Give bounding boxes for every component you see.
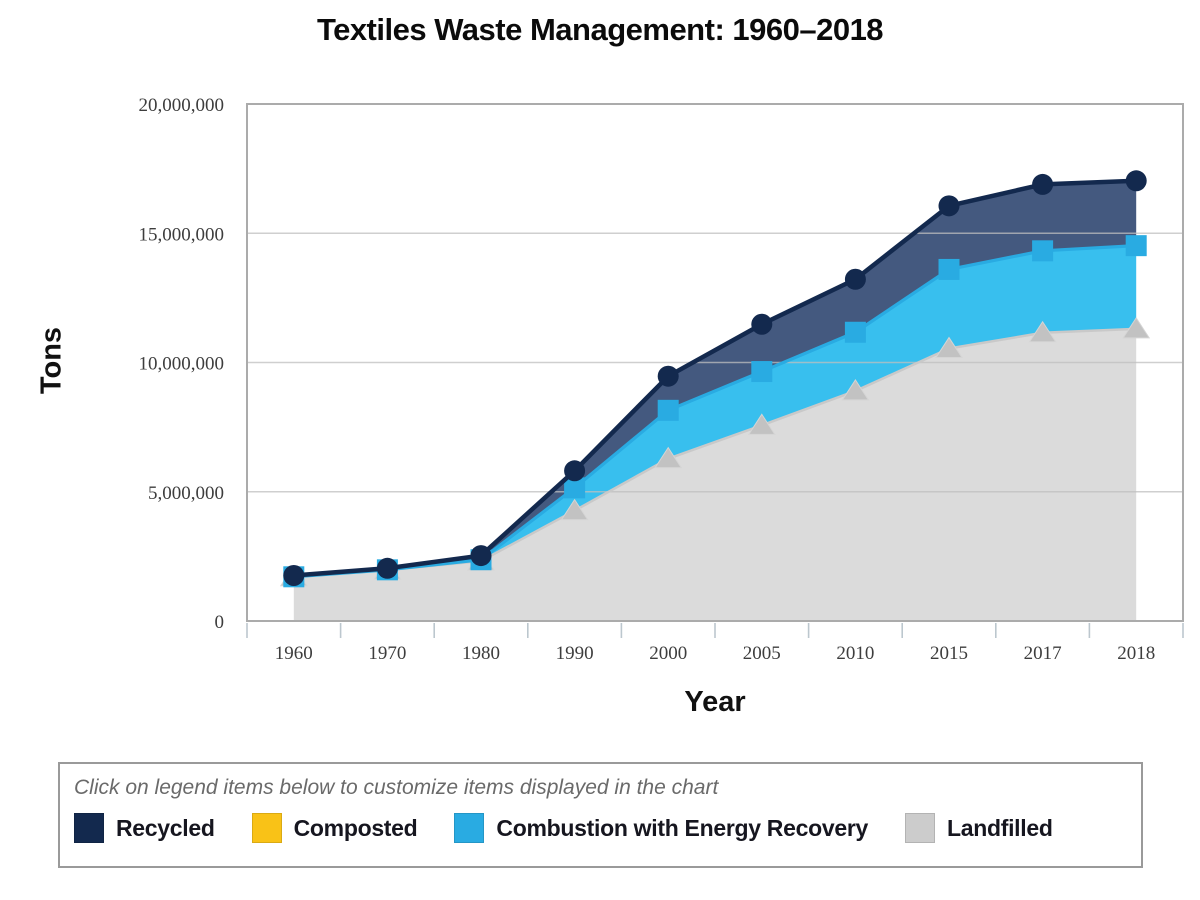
x-tick-label: 1990 <box>556 643 594 664</box>
x-tick-label: 2000 <box>649 643 687 664</box>
plot-frame <box>246 103 1184 622</box>
y-tick-label: 10,000,000 <box>139 354 225 375</box>
marker-combustion-with-energy-recovery-2010[interactable] <box>844 321 866 343</box>
line-combustion-with-energy-recovery <box>293 244 1137 579</box>
legend-item-label: Landfilled <box>946 814 1053 841</box>
marker-landfilled-1990[interactable] <box>560 498 589 521</box>
marker-recycled-1990[interactable] <box>564 460 586 482</box>
line-recycled <box>293 178 1137 578</box>
legend-item-combustion[interactable]: Combustion with Energy Recovery <box>454 813 868 843</box>
marker-landfilled-2017[interactable] <box>1028 320 1057 343</box>
marker-combustion-with-energy-recovery-2018[interactable] <box>1125 235 1147 257</box>
y-tick-label: 20,000,000 <box>139 95 225 116</box>
area-combustion-with-energy-recovery <box>293 245 1137 577</box>
legend-row: Recycled Composted Combustion with Energ… <box>74 813 1125 843</box>
x-tick-label: 2015 <box>930 643 968 664</box>
y-tick-label: 15,000,000 <box>139 224 225 245</box>
x-tick-label: 1980 <box>462 643 500 664</box>
marker-landfilled-2000[interactable] <box>654 446 683 469</box>
legend-item-composted[interactable]: Composted <box>251 813 418 843</box>
legend: Click on legend items below to customize… <box>58 762 1143 868</box>
x-tick-label: 1970 <box>368 643 406 664</box>
area-landfilled <box>293 328 1137 621</box>
marker-combustion-with-energy-recovery-2017[interactable] <box>1032 240 1054 262</box>
x-tick-label: 2018 <box>1117 643 1155 664</box>
marker-recycled-1980[interactable] <box>470 545 492 567</box>
x-tick-label: 2010 <box>836 643 874 664</box>
composted-swatch-icon <box>251 813 282 843</box>
marker-combustion-with-energy-recovery-2015[interactable] <box>938 258 960 280</box>
marker-combustion-with-energy-recovery-2005[interactable] <box>751 361 773 383</box>
marker-recycled-1960[interactable] <box>283 565 305 587</box>
y-tick-label: 5,000,000 <box>148 483 224 504</box>
legend-item-label: Composted <box>293 814 418 841</box>
landfilled-swatch-icon <box>904 813 935 843</box>
marker-recycled-1970[interactable] <box>376 557 398 579</box>
marker-combustion-with-energy-recovery-1990[interactable] <box>564 477 586 499</box>
legend-item-landfilled[interactable]: Landfilled <box>904 813 1053 843</box>
legend-item-label: Recycled <box>116 814 215 841</box>
x-axis-title: Year <box>684 686 746 718</box>
x-tick-label: 1960 <box>275 643 313 664</box>
combustion-swatch-icon <box>454 813 485 843</box>
legend-hint: Click on legend items below to customize… <box>74 776 719 799</box>
x-tick-label: 2017 <box>1024 643 1062 664</box>
x-tick-label: 2005 <box>743 643 781 664</box>
y-tick-label: 0 <box>215 612 225 633</box>
area-recycled <box>293 180 1137 577</box>
marker-landfilled-2005[interactable] <box>747 413 776 435</box>
chart-title: Textiles Waste Management: 1960–2018 <box>316 12 884 47</box>
marker-landfilled-2015[interactable] <box>935 336 963 359</box>
legend-item-recycled[interactable]: Recycled <box>74 813 215 843</box>
marker-recycled-2015[interactable] <box>938 195 960 217</box>
marker-landfilled-2018[interactable] <box>1122 316 1151 339</box>
plot-area: 1960 1970 1980 1990 2000 2005 2010 2015 2017 2018… <box>139 95 1184 664</box>
marker-recycled-2005[interactable] <box>751 313 773 335</box>
marker-recycled-2010[interactable] <box>844 268 866 290</box>
marker-recycled-2018[interactable] <box>1125 170 1147 192</box>
marker-recycled-2000[interactable] <box>657 365 679 387</box>
legend-item-label: Combustion with Energy Recovery <box>496 814 868 841</box>
marker-landfilled-2010[interactable] <box>841 379 870 401</box>
marker-recycled-2017[interactable] <box>1032 173 1054 195</box>
marker-combustion-with-energy-recovery-2000[interactable] <box>657 399 679 421</box>
recycled-swatch-icon <box>74 813 104 843</box>
